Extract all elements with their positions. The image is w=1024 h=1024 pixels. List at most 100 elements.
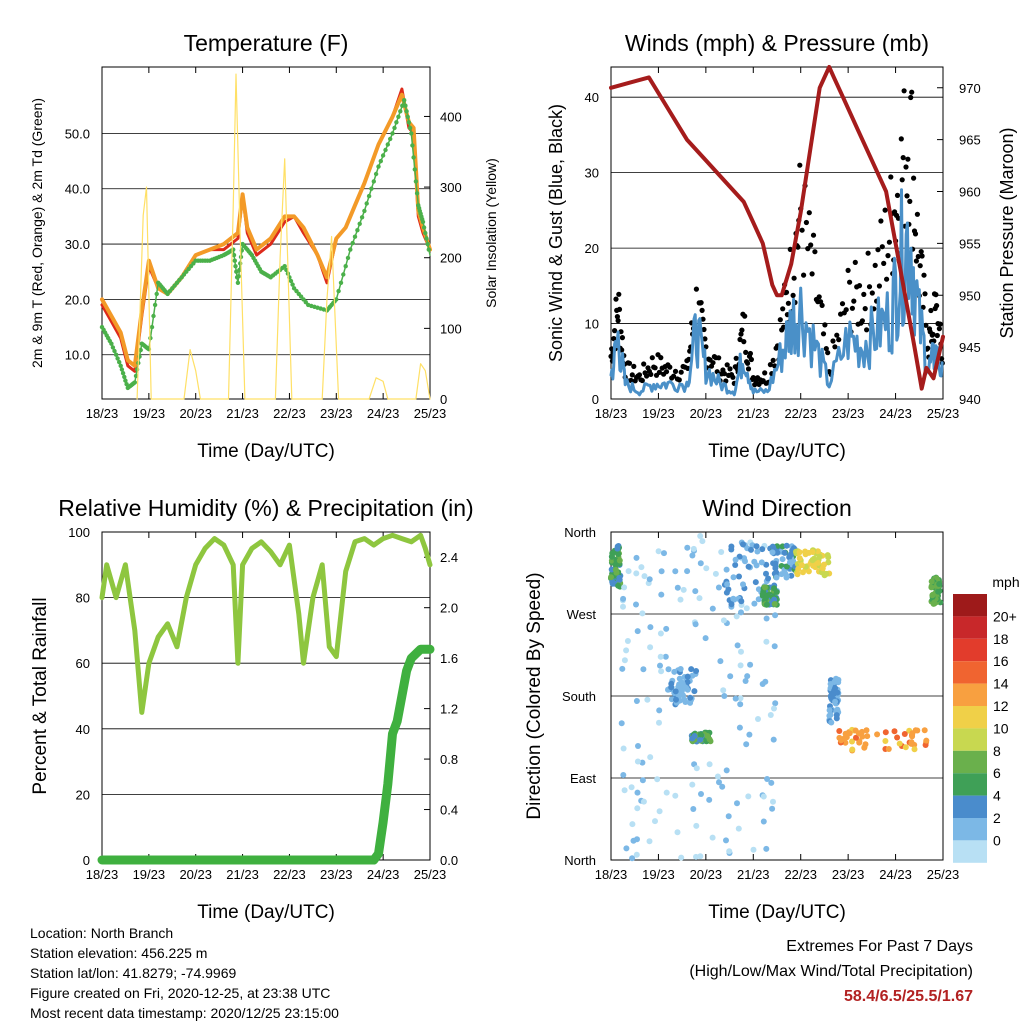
- y2-tick-label: 1.6: [440, 651, 458, 666]
- direction-point: [809, 549, 816, 555]
- direction-point: [755, 596, 762, 603]
- direction-point: [709, 834, 716, 841]
- y2-tick-label: 2.4: [440, 550, 458, 565]
- direction-point: [657, 630, 664, 637]
- direction-point: [935, 588, 942, 595]
- x-tick-label: 20/23: [690, 406, 723, 421]
- direction-point: [709, 605, 716, 612]
- x-tick-label: 23/23: [832, 406, 865, 421]
- direction-point: [738, 598, 745, 605]
- gust-point: [879, 244, 885, 250]
- y2-tick-label: 945: [959, 340, 981, 355]
- direction-point: [674, 829, 681, 836]
- direction-point: [633, 570, 640, 577]
- direction-point: [672, 568, 679, 575]
- direction-point: [721, 693, 728, 699]
- direction-point: [773, 574, 780, 581]
- legend-swatch: [953, 661, 987, 684]
- gust-point: [667, 364, 673, 370]
- direction-point: [833, 712, 840, 719]
- direction-point: [633, 698, 640, 704]
- direction-point: [634, 789, 641, 796]
- gust-point: [820, 331, 827, 337]
- x-tick-label: 20/23: [690, 867, 723, 882]
- gust-point: [644, 373, 650, 379]
- gust-point: [847, 279, 853, 285]
- gust-point: [919, 253, 925, 259]
- direction-point: [658, 568, 665, 575]
- direction-point: [716, 779, 722, 786]
- direction-point: [662, 653, 669, 660]
- gust-point: [876, 283, 883, 289]
- legend-label: 6: [993, 765, 1001, 781]
- x-tick-label: 24/23: [367, 406, 400, 421]
- gust-point: [839, 301, 846, 307]
- direction-point: [760, 793, 767, 800]
- direction-point: [621, 657, 628, 664]
- y2-tick-label: 0.8: [440, 752, 458, 767]
- direction-point: [647, 624, 654, 631]
- direction-point: [665, 666, 672, 673]
- direction-point: [859, 733, 866, 740]
- gust-point: [933, 292, 939, 298]
- gust-point: [845, 267, 851, 273]
- gust-point: [903, 164, 909, 170]
- direction-point: [735, 825, 742, 832]
- elevation-text: Station elevation: 456.225 m: [30, 945, 208, 961]
- y-tick-label: 0: [592, 392, 599, 407]
- direction-point: [737, 662, 744, 669]
- direction-point: [693, 668, 700, 674]
- direction-point: [771, 596, 778, 603]
- gust-point: [710, 360, 716, 366]
- gust-point: [822, 322, 828, 328]
- legend-title: mph: [992, 574, 1019, 590]
- gust-point: [900, 155, 906, 161]
- direction-point: [745, 563, 752, 570]
- y2-tick-label: 970: [959, 81, 981, 96]
- direction-point: [891, 728, 898, 735]
- direction-point: [689, 781, 696, 788]
- direction-point: [674, 584, 681, 591]
- direction-point: [732, 695, 739, 702]
- gust-point: [656, 369, 663, 375]
- direction-point: [772, 612, 779, 619]
- gust-point: [618, 329, 624, 335]
- direction-point: [770, 798, 776, 805]
- direction-point: [634, 758, 641, 765]
- y-tick-label: 40.0: [65, 182, 90, 197]
- gust-point: [791, 275, 797, 281]
- legend-swatch: [953, 616, 987, 639]
- gust-point: [912, 231, 919, 237]
- direction-point: [690, 806, 697, 812]
- direction-point: [902, 744, 909, 751]
- legend-label: 8: [993, 743, 1001, 759]
- x-tick-label: 21/23: [226, 406, 259, 421]
- direction-point: [771, 705, 777, 712]
- direction-point: [769, 549, 776, 556]
- direction-point: [745, 793, 752, 800]
- direction-point: [740, 541, 746, 548]
- y-tick-label: 30.0: [65, 237, 90, 252]
- y-tick-label: 60: [76, 656, 90, 671]
- direction-point: [744, 673, 751, 680]
- direction-point: [633, 601, 639, 608]
- gust-point: [672, 368, 679, 374]
- direction-point: [689, 672, 696, 679]
- legend-swatch: [953, 683, 987, 706]
- direction-point: [742, 558, 748, 565]
- x-tick-label: 18/23: [86, 406, 119, 421]
- x-tick-label: 20/23: [179, 406, 212, 421]
- gust-point: [936, 326, 943, 332]
- direction-point: [754, 548, 761, 555]
- direction-point: [720, 617, 727, 624]
- direction-point: [922, 742, 929, 748]
- gust-point: [780, 306, 786, 312]
- latlon-text: Station lat/lon: 41.8279; -74.9969: [30, 965, 237, 981]
- direction-point: [856, 739, 863, 746]
- direction-point: [908, 739, 915, 746]
- direction-point: [846, 730, 853, 737]
- x-tick-label: 23/23: [832, 867, 865, 882]
- direction-point: [755, 716, 761, 722]
- direction-point: [717, 658, 724, 665]
- direction-point: [929, 592, 936, 599]
